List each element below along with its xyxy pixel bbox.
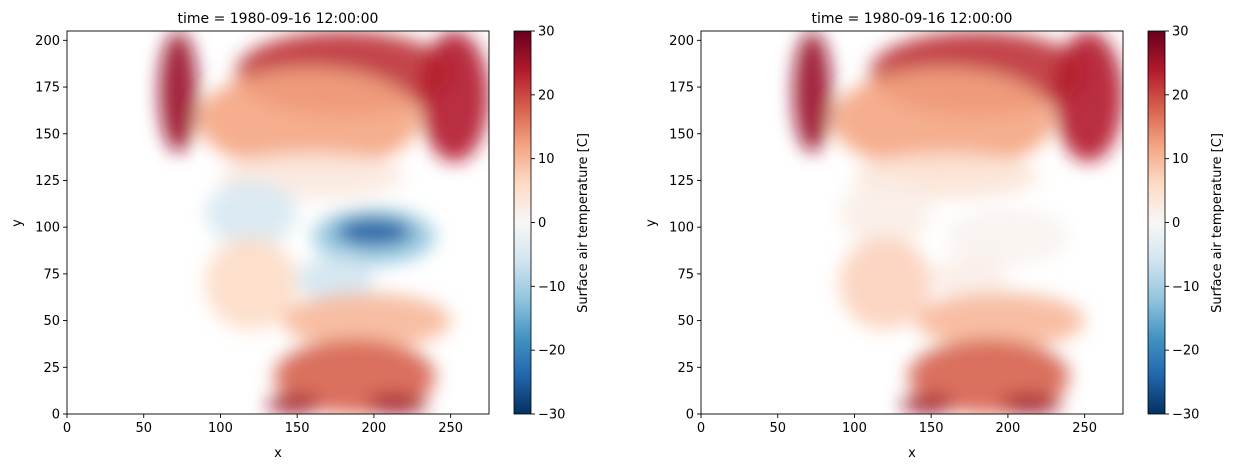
y-tick-label: 100 xyxy=(35,221,60,236)
colorbar-tick-label: 0 xyxy=(1172,216,1180,231)
panel-2-heatmap xyxy=(701,31,1123,414)
y-tick-label: 0 xyxy=(52,408,60,423)
heatmap-region-2 xyxy=(1053,31,1123,162)
heatmap-region-1 xyxy=(159,31,198,153)
colorbar-tick-label: 10 xyxy=(538,152,555,167)
heatmap-region-10 xyxy=(281,292,451,349)
y-tick-label: 150 xyxy=(35,127,60,142)
y-tick-label: 0 xyxy=(686,408,694,423)
colorbar-tick-label: −20 xyxy=(538,344,565,359)
panel-1-x-label: x xyxy=(274,446,282,461)
heatmap-region-5 xyxy=(839,180,932,246)
x-tick-label: 0 xyxy=(697,421,705,436)
colorbar-tick-label: 10 xyxy=(1172,152,1189,167)
panel-1-y-label: y xyxy=(10,219,25,227)
panel-1-colorbar-gradient xyxy=(513,30,532,415)
heatmap-region-12 xyxy=(266,395,321,414)
panel-1-regions xyxy=(159,31,489,414)
y-tick-label: 25 xyxy=(43,361,60,376)
panel-1-y-ticks: 0 25 50 75 100 125 150 175 200 xyxy=(35,34,67,423)
heatmap-region-11 xyxy=(274,339,436,414)
y-tick-label: 175 xyxy=(35,81,60,96)
y-tick-label: 50 xyxy=(43,314,60,329)
y-tick-label: 150 xyxy=(669,127,694,142)
heatmap-region-9 xyxy=(205,236,298,330)
y-tick-label: 50 xyxy=(677,314,694,329)
panel-2-colorbar-ticks: 30 20 10 0 −10 −20 −30 xyxy=(1165,25,1199,423)
colorbar-tick-label: −10 xyxy=(538,280,565,295)
panel-2-title: time = 1980-09-16 12:00:00 xyxy=(812,11,1013,27)
y-tick-label: 25 xyxy=(677,361,694,376)
heatmap-region-7 xyxy=(931,255,1008,302)
panel-1-heatmap xyxy=(67,31,489,414)
x-tick-label: 250 xyxy=(438,421,463,436)
x-tick-label: 150 xyxy=(285,421,310,436)
colorbar-tick-label: 20 xyxy=(538,88,555,103)
colorbar-tick-label: 30 xyxy=(1172,25,1189,40)
panel-1: time = 1980-09-16 12:00:00 0 50 100 150 200 2… xyxy=(10,11,591,461)
panel-2-colorbar-label: Surface air temperature [C] xyxy=(1210,133,1225,313)
panel-1-colorbar-label: Surface air temperature [C] xyxy=(576,133,591,313)
heatmap-region-2 xyxy=(419,31,489,162)
x-tick-label: 100 xyxy=(842,421,867,436)
y-tick-label: 125 xyxy=(35,174,60,189)
panel-2-y-label: y xyxy=(644,219,659,227)
heatmap-region-6 xyxy=(946,208,1070,265)
colorbar-tick-label: 0 xyxy=(538,216,546,231)
panel-2-y-ticks: 0 25 50 75 100 125 150 175 200 xyxy=(669,34,701,423)
heatmap-region-8 xyxy=(839,236,932,330)
y-tick-label: 100 xyxy=(669,221,694,236)
y-tick-label: 75 xyxy=(677,267,694,282)
colorbar-tick-label: 20 xyxy=(1172,88,1189,103)
heatmap-region-13 xyxy=(366,395,428,414)
y-tick-label: 200 xyxy=(35,34,60,49)
panel-1-colorbar: 30 20 10 0 −10 −20 −30 Surface air temperature… xyxy=(513,25,591,423)
heatmap-region-10 xyxy=(908,339,1070,414)
panel-2-colorbar-gradient xyxy=(1147,30,1166,415)
x-tick-label: 200 xyxy=(995,421,1020,436)
panel-1-colorbar-ticks: 30 20 10 0 −10 −20 −30 xyxy=(531,25,565,423)
x-tick-label: 150 xyxy=(919,421,944,436)
panel-1-axes-frame xyxy=(66,30,490,415)
heatmap-region-3 xyxy=(197,68,420,172)
y-tick-label: 125 xyxy=(669,174,694,189)
x-tick-label: 50 xyxy=(135,421,152,436)
colorbar-tick-label: 30 xyxy=(538,25,555,40)
colorbar-tick-label: −30 xyxy=(538,408,565,423)
panel-2-colorbar: 30 20 10 0 −10 −20 −30 Surface air temperature… xyxy=(1147,25,1225,423)
heatmap-region-1 xyxy=(793,31,832,153)
x-tick-label: 100 xyxy=(208,421,233,436)
y-tick-label: 200 xyxy=(669,34,694,49)
colorbar-tick-label: −20 xyxy=(1172,344,1199,359)
colorbar-tick-label: −30 xyxy=(1172,408,1199,423)
heatmap-region-11 xyxy=(900,395,955,414)
y-tick-label: 75 xyxy=(43,267,60,282)
panel-2-x-ticks: 0 50 100 150 200 250 xyxy=(697,414,1097,436)
heatmap-region-8 xyxy=(297,255,374,302)
heatmap-region-12 xyxy=(1000,395,1062,414)
panel-1-x-ticks: 0 50 100 150 200 250 xyxy=(63,414,463,436)
colorbar-tick-label: −10 xyxy=(1172,280,1199,295)
heatmap-region-9 xyxy=(915,292,1085,349)
y-tick-label: 175 xyxy=(669,81,694,96)
panel-2-regions xyxy=(793,31,1123,414)
heatmap-region-3 xyxy=(831,68,1054,172)
panel-2-x-label: x xyxy=(908,446,916,461)
x-tick-label: 200 xyxy=(361,421,386,436)
heatmap-region-7 xyxy=(335,217,413,246)
heatmap-region-5 xyxy=(205,180,298,246)
panel-2-axes-frame xyxy=(700,30,1124,415)
panel-1-title: time = 1980-09-16 12:00:00 xyxy=(178,11,379,27)
panel-2: time = 1980-09-16 12:00:00 0 50 100 150 200 2… xyxy=(644,11,1225,461)
x-tick-label: 250 xyxy=(1072,421,1097,436)
x-tick-label: 0 xyxy=(63,421,71,436)
x-tick-label: 50 xyxy=(769,421,786,436)
